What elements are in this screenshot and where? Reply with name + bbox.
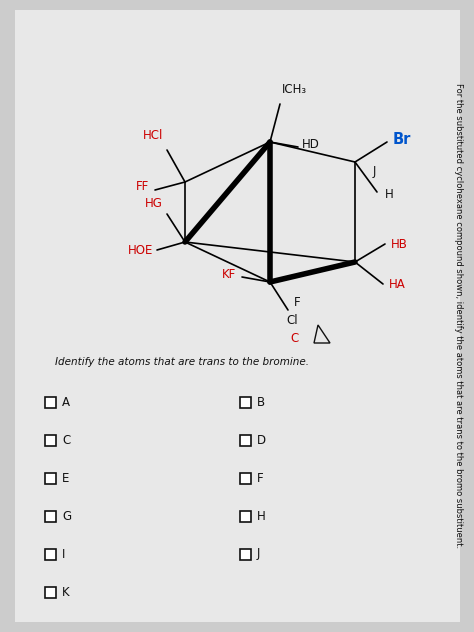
- Text: J: J: [373, 166, 376, 178]
- Bar: [240, 549, 251, 559]
- Bar: [45, 511, 56, 521]
- Text: KF: KF: [222, 267, 236, 281]
- Bar: [240, 473, 251, 483]
- Text: J: J: [257, 547, 260, 561]
- Text: K: K: [62, 585, 70, 599]
- Text: HCl: HCl: [143, 129, 163, 142]
- Bar: [45, 473, 56, 483]
- Text: H: H: [385, 188, 394, 200]
- Text: For the substituted cyclohexane compound shown, identify the atoms that are tran: For the substituted cyclohexane compound…: [454, 83, 463, 549]
- Text: C: C: [290, 332, 298, 345]
- Text: H: H: [257, 509, 266, 523]
- Text: Br: Br: [393, 133, 411, 147]
- Text: D: D: [257, 434, 266, 446]
- Text: HA: HA: [389, 277, 406, 291]
- Text: F: F: [294, 296, 301, 308]
- Bar: [240, 511, 251, 521]
- Text: HD: HD: [302, 138, 320, 150]
- Text: HB: HB: [391, 238, 408, 250]
- Text: HOE: HOE: [128, 243, 153, 257]
- Text: FF: FF: [136, 181, 149, 193]
- Text: ICH₃: ICH₃: [282, 83, 307, 96]
- Text: G: G: [62, 509, 71, 523]
- Bar: [45, 396, 56, 408]
- Text: F: F: [257, 471, 264, 485]
- Text: HG: HG: [145, 197, 163, 210]
- Text: C: C: [62, 434, 70, 446]
- Bar: [240, 435, 251, 446]
- Text: E: E: [62, 471, 69, 485]
- Bar: [240, 396, 251, 408]
- Text: I: I: [62, 547, 65, 561]
- Text: Cl: Cl: [286, 314, 298, 327]
- Text: A: A: [62, 396, 70, 408]
- Text: B: B: [257, 396, 265, 408]
- Bar: [45, 435, 56, 446]
- Text: Identify the atoms that are trans to the bromine.: Identify the atoms that are trans to the…: [55, 357, 309, 367]
- Bar: [45, 549, 56, 559]
- Bar: [45, 586, 56, 597]
